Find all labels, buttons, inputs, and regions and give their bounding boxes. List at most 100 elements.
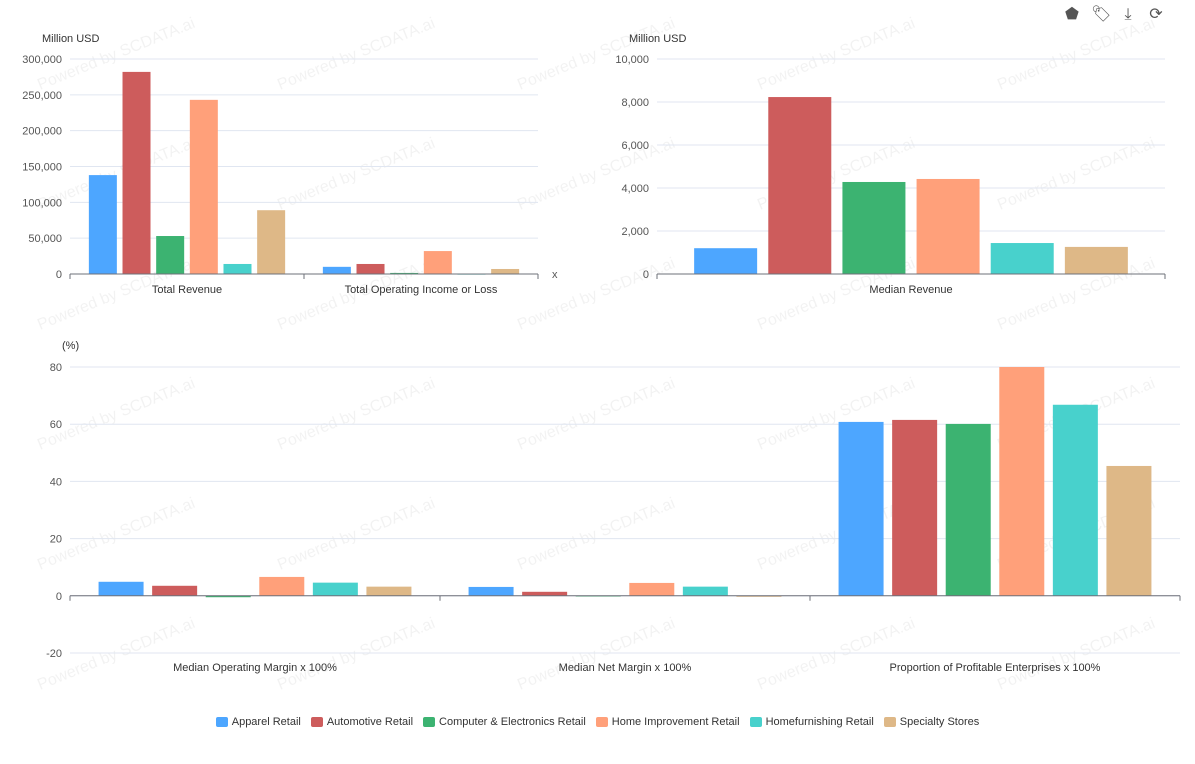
- legend-swatch: [310, 717, 323, 727]
- legend-swatch: [883, 717, 896, 727]
- y-tick-label: 2,000: [621, 226, 649, 238]
- y-tick-label: 50,000: [28, 233, 62, 245]
- bar-apparel-retail: [838, 421, 884, 596]
- x-tick-label: Median Operating Margin x 100%: [173, 662, 337, 674]
- y-axis-label: (%): [62, 340, 79, 352]
- legend-item[interactable]: Home Improvement Retail: [595, 716, 740, 728]
- y-axis-label: Million USD: [629, 33, 687, 45]
- y-tick-label: 250,000: [22, 90, 62, 102]
- y-tick-label: 10,000: [615, 54, 649, 66]
- bar-apparel-retail: [694, 248, 758, 274]
- y-tick-label: 150,000: [22, 162, 62, 174]
- bar-automotive-retail: [122, 71, 151, 275]
- y-tick-label: 60: [50, 419, 62, 431]
- bar-apparel-retail: [98, 581, 144, 596]
- watermark: Powered by SCDATA.ai: [275, 615, 437, 694]
- bar-homefurnishing-retail: [312, 582, 358, 596]
- y-tick-label: 20: [50, 534, 62, 546]
- y-tick-label: 200,000: [22, 126, 62, 138]
- bar-specialty-stores: [1064, 246, 1128, 274]
- bar-homefurnishing-retail: [682, 586, 728, 596]
- watermark: Powered by SCDATA.ai: [755, 615, 917, 694]
- watermark: Powered by SCDATA.ai: [515, 255, 677, 334]
- legend-item[interactable]: Automotive Retail: [310, 716, 414, 728]
- watermark: Powered by SCDATA.ai: [275, 375, 437, 454]
- watermark: Powered by SCDATA.ai: [515, 135, 677, 214]
- refresh-icon[interactable]: ⟳: [1149, 6, 1163, 23]
- bar-computer-electronics-retail: [156, 236, 185, 274]
- y-tick-label: 8,000: [621, 97, 649, 109]
- y-tick-label: 0: [56, 591, 62, 603]
- legend-item[interactable]: Specialty Stores: [883, 716, 980, 728]
- legend-swatch: [595, 717, 608, 727]
- bar-homefurnishing-retail: [990, 243, 1054, 274]
- watermark: Powered by SCDATA.ai: [995, 15, 1157, 94]
- bar-automotive-retail: [356, 263, 385, 274]
- tag-icon[interactable]: 🏷: [1091, 6, 1112, 23]
- y-tick-label: 40: [50, 476, 62, 488]
- bar-automotive-retail: [152, 585, 198, 596]
- legend-item[interactable]: Computer & Electronics Retail: [423, 716, 586, 728]
- y-tick-label: 4,000: [621, 183, 649, 195]
- toolbar: ⬟ 🏷 ⤓ ⟳: [1063, 6, 1165, 24]
- legend-label: Home Improvement Retail: [611, 716, 740, 728]
- bar-computer-electronics-retail: [842, 181, 906, 274]
- watermark: Powered by SCDATA.ai: [755, 15, 917, 94]
- x-axis-label: x: [552, 269, 558, 281]
- bar-automotive-retail: [768, 97, 832, 275]
- legend-item[interactable]: Homefurnishing Retail: [749, 716, 874, 728]
- bar-apparel-retail: [322, 266, 351, 274]
- bar-computer-electronics-retail: [390, 272, 419, 274]
- legend-swatch: [423, 717, 436, 727]
- legend-label: Automotive Retail: [326, 716, 414, 728]
- bar-specialty-stores: [491, 268, 520, 274]
- bar-automotive-retail: [892, 419, 938, 596]
- x-tick-label: Median Net Margin x 100%: [559, 662, 692, 674]
- y-tick-label: 80: [50, 362, 62, 374]
- y-tick-label: 0: [643, 269, 649, 281]
- bar-apparel-retail: [88, 175, 117, 274]
- bar-computer-electronics-retail: [945, 423, 991, 596]
- legend-label: Computer & Electronics Retail: [439, 716, 586, 728]
- legend-swatch: [215, 717, 228, 727]
- legend-swatch: [749, 717, 762, 727]
- watermark: Powered by SCDATA.ai: [995, 615, 1157, 694]
- watermark: Powered by SCDATA.ai: [515, 495, 677, 574]
- bar-homefurnishing-retail: [1052, 404, 1098, 596]
- bar-specialty-stores: [366, 586, 412, 596]
- y-axis-label: Million USD: [42, 33, 100, 45]
- legend-label: Homefurnishing Retail: [765, 716, 874, 728]
- watermark: Powered by SCDATA.ai: [515, 15, 677, 94]
- x-tick-label: Total Operating Income or Loss: [345, 284, 498, 296]
- watermark: Powered by SCDATA.ai: [275, 15, 437, 94]
- legend: Apparel Retail Automotive Retail Computer …: [0, 716, 1195, 728]
- bar-apparel-retail: [468, 586, 514, 596]
- theme-icon[interactable]: ⬟: [1065, 6, 1079, 23]
- y-tick-label: 6,000: [621, 140, 649, 152]
- x-tick-label: Median Revenue: [869, 284, 952, 296]
- legend-item[interactable]: Apparel Retail: [215, 716, 301, 728]
- watermark: Powered by SCDATA.ai: [515, 615, 677, 694]
- bar-home-improvement-retail: [259, 576, 305, 596]
- legend-label: Apparel Retail: [231, 716, 301, 728]
- bar-home-improvement-retail: [916, 178, 980, 274]
- bar-home-improvement-retail: [423, 251, 452, 274]
- x-tick-label: Proportion of Profitable Enterprises x 1…: [890, 662, 1101, 674]
- bar-automotive-retail: [522, 591, 568, 596]
- bar-home-improvement-retail: [999, 367, 1045, 596]
- bar-computer-electronics-retail: [205, 595, 251, 598]
- download-icon[interactable]: ⤓: [1124, 6, 1132, 23]
- y-tick-label: 0: [56, 269, 62, 281]
- legend-label: Specialty Stores: [899, 716, 980, 728]
- bar-homefurnishing-retail: [223, 263, 252, 274]
- y-tick-label: 300,000: [22, 54, 62, 66]
- watermark: Powered by SCDATA.ai: [35, 375, 197, 454]
- watermark: Powered by SCDATA.ai: [275, 495, 437, 574]
- x-tick-label: Total Revenue: [152, 284, 222, 296]
- bar-home-improvement-retail: [189, 99, 218, 274]
- bar-specialty-stores: [257, 210, 286, 274]
- bar-specialty-stores: [1106, 465, 1152, 596]
- y-tick-label: -20: [46, 648, 62, 660]
